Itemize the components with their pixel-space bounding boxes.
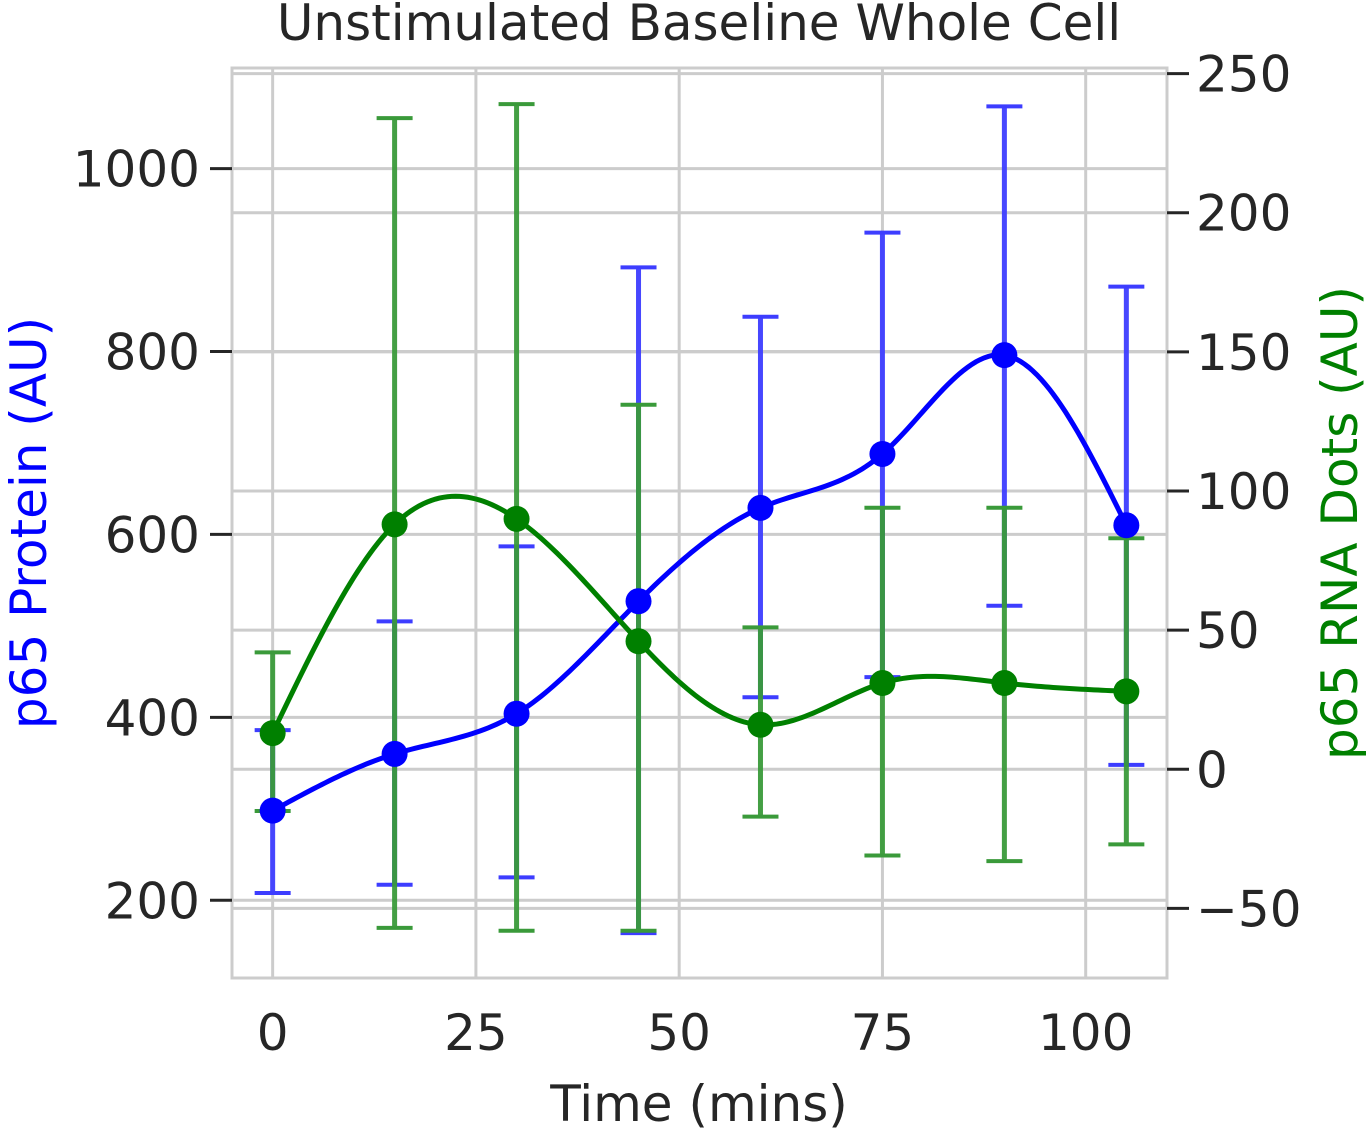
chart-title: Unstimulated Baseline Whole Cell <box>277 0 1121 52</box>
rna-data-point <box>747 711 774 738</box>
rna-data-point <box>1113 678 1140 705</box>
protein-data-point <box>381 740 408 767</box>
y-axis-label-right: p65 RNA Dots (AU) <box>1311 286 1366 760</box>
y-left-tick-label: 1000 <box>73 141 200 199</box>
protein-data-point <box>747 494 774 521</box>
x-tick-label: 75 <box>851 1004 915 1062</box>
y-right-tick-label: 200 <box>1196 185 1291 243</box>
line-layer <box>270 352 1129 813</box>
x-tick-label: 100 <box>1038 1004 1133 1062</box>
y-right-tick-label: 0 <box>1196 741 1228 799</box>
y-left-tick-label: 600 <box>105 506 200 564</box>
y-left-tick-label: 800 <box>105 324 200 382</box>
y-axis-label-left: p65 Protein (AU) <box>0 317 58 729</box>
rna-data-point <box>991 670 1018 697</box>
protein-series-line <box>271 352 1129 813</box>
x-axis-label: Time (mins) <box>549 1075 848 1133</box>
rna-data-point <box>625 628 652 655</box>
y-right-tick-label: 250 <box>1196 46 1291 104</box>
protein-data-point <box>259 797 286 824</box>
x-tick-label: 50 <box>647 1004 711 1062</box>
rna-series-line <box>270 493 1127 735</box>
protein-data-point <box>869 440 896 467</box>
y-right-tick-label: −50 <box>1196 880 1302 938</box>
grid-layer <box>232 68 1167 978</box>
rna-data-point <box>869 670 896 697</box>
protein-data-point <box>625 588 652 615</box>
protein-data-point <box>1113 512 1140 539</box>
y-right-tick-label: 100 <box>1196 463 1291 521</box>
y-left-tick-label: 400 <box>105 689 200 747</box>
protein-data-point <box>991 342 1018 369</box>
ticks-layer: 0 25 50 75 100 200 400 600 800 1000 −50 0 50 100 150 20… <box>73 46 1302 1062</box>
y-right-tick-label: 50 <box>1196 602 1260 660</box>
y-right-tick-label: 150 <box>1196 324 1291 382</box>
rna-data-point <box>381 511 408 538</box>
x-tick-label: 0 <box>257 1004 289 1062</box>
plot-frame <box>230 66 1169 980</box>
x-tick-label: 25 <box>444 1004 508 1062</box>
protein-data-point <box>503 700 530 727</box>
rna-data-point <box>259 720 286 747</box>
rna-data-point <box>503 505 530 532</box>
marker-layer <box>259 342 1140 824</box>
y-left-tick-label: 200 <box>105 872 200 930</box>
